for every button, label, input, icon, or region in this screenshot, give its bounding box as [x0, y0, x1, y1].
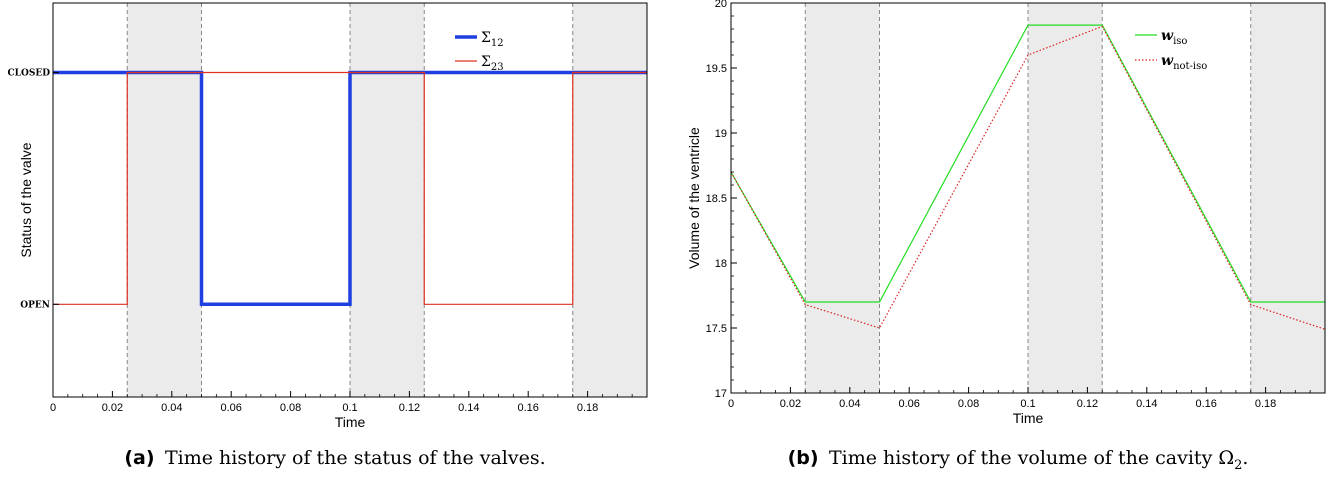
x-tick-label-1: 0.02 — [780, 398, 801, 410]
caption-b-text: Time history of the volume of the cavity… — [829, 447, 1234, 469]
y-axis-label: Status of the valve — [18, 142, 34, 257]
chart-ventricle-volume: 0 0.02 0.04 0.06 0.08 0.1 0.12 0.14 0.16 0.18 Time… — [686, 0, 1326, 426]
y-tick-label-3: 18.5 — [706, 193, 727, 205]
x-axis-label: Time — [335, 414, 366, 430]
x-tick-label-9: 0.18 — [1255, 398, 1276, 410]
caption-a: (a) Time history of the status of the va… — [124, 447, 545, 469]
x-tick-label-7: 0.14 — [458, 402, 479, 414]
legend-subscript: iso — [1173, 36, 1187, 47]
x-tick-label-5: 0.1 — [1020, 398, 1035, 410]
legend-subscript: not-iso — [1173, 61, 1207, 72]
caption-b-subscript: 2 — [1234, 458, 1242, 473]
legend-subscript: 23 — [491, 62, 504, 73]
x-tick-label-4: 0.08 — [958, 398, 979, 410]
shaded-interval-1 — [350, 3, 425, 397]
chart-valve-status: 0 0.02 0.04 0.06 0.08 0.1 0.12 0.14 0.16 0.18 Time… — [8, 2, 648, 430]
y-axis-label: Volume of the ventricle — [686, 127, 702, 269]
legend-name: w — [1161, 28, 1174, 44]
x-tick-label-1: 0.02 — [102, 402, 123, 414]
shaded-interval-2 — [572, 3, 647, 397]
caption-b: (b) Time history of the volume of the ca… — [788, 447, 1249, 473]
caption-b-label: (b) — [788, 447, 819, 469]
legend-entry-1: wnot-iso — [1161, 53, 1207, 72]
y-tick-label-6: 20 — [715, 0, 727, 10]
x-tick-label-3: 0.06 — [898, 398, 919, 410]
x-tick-label-6: 0.12 — [1077, 398, 1098, 410]
legend-entry-0: wiso — [1161, 28, 1187, 47]
caption-a-text: Time history of the status of the valves… — [165, 447, 546, 469]
x-tick-label-3: 0.06 — [220, 402, 241, 414]
x-axis-label: Time — [1013, 410, 1044, 426]
y-tick-label-4: 19 — [715, 128, 727, 140]
legend-name: Σ — [481, 54, 491, 70]
series-line-0 — [730, 24, 1325, 303]
x-tick-label-2: 0.04 — [839, 398, 860, 410]
legend-entry-0: Σ12 — [481, 30, 504, 49]
series-line-1 — [730, 25, 1326, 330]
shaded-interval-1 — [1028, 3, 1103, 393]
shaded-interval-2 — [1250, 3, 1325, 393]
x-tick-label-0: 0 — [50, 402, 56, 414]
y-tick-label-0: CLOSED — [8, 69, 51, 79]
legend-entry-1: Σ23 — [481, 54, 504, 73]
x-tick-label-6: 0.12 — [399, 402, 420, 414]
series-line-1 — [53, 71, 647, 305]
y-tick-label-5: 19.5 — [706, 63, 727, 75]
y-tick-label-1: 17.5 — [706, 323, 727, 335]
legend-name: w — [1161, 53, 1174, 69]
shaded-interval-0 — [127, 3, 202, 397]
x-tick-label-4: 0.08 — [280, 402, 301, 414]
x-tick-label-7: 0.14 — [1136, 398, 1157, 410]
y-tick-label-2: 18 — [715, 258, 727, 270]
caption-b-end: . — [1242, 447, 1248, 469]
x-tick-label-8: 0.16 — [1195, 398, 1216, 410]
caption-a-label: (a) — [124, 447, 154, 469]
x-tick-label-2: 0.04 — [161, 402, 182, 414]
legend-name: Σ — [481, 30, 491, 46]
legend-subscript: 12 — [491, 38, 504, 49]
x-tick-label-9: 0.18 — [577, 402, 598, 414]
y-tick-label-1: OPEN — [20, 300, 50, 310]
x-tick-label-5: 0.1 — [342, 402, 357, 414]
x-tick-label-0: 0 — [728, 398, 734, 410]
shaded-interval-0 — [805, 3, 880, 393]
x-tick-label-8: 0.16 — [517, 402, 538, 414]
y-tick-label-0: 17 — [715, 388, 727, 400]
